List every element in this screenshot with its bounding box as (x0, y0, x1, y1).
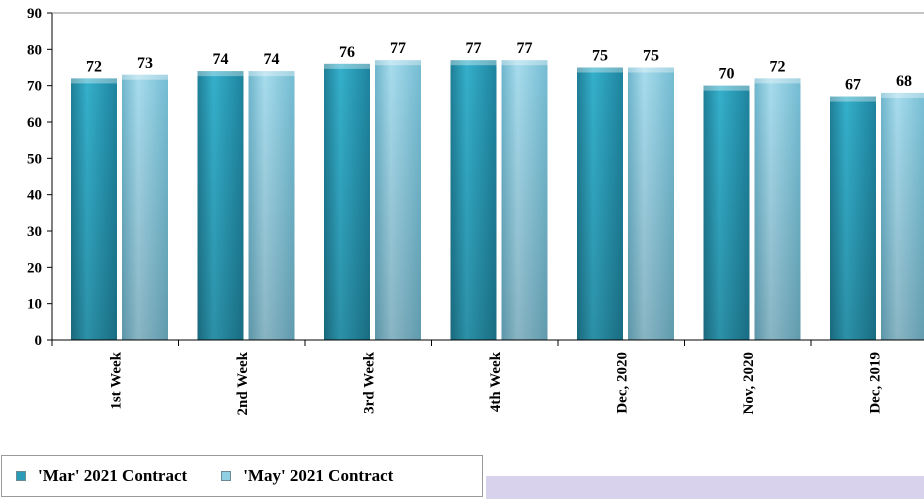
legend-label-may: 'May' 2021 Contract (243, 466, 394, 485)
bar-cap (375, 60, 421, 66)
data-label-may: 75 (643, 48, 659, 65)
bar-cap (703, 85, 750, 91)
bar-shade (830, 96, 876, 340)
data-label-mar: 74 (213, 51, 229, 68)
data-label-may: 77 (517, 40, 533, 57)
bar-shade (71, 78, 117, 341)
data-label-may: 74 (264, 51, 280, 68)
bar-cap (830, 96, 876, 102)
legend-swatch-mar (16, 471, 26, 481)
data-label-may: 72 (770, 58, 786, 75)
bar-cap (577, 67, 623, 73)
x-category-label: 4th Week (488, 351, 504, 412)
bar-shade (450, 60, 497, 340)
x-category-label: 2nd Week (235, 351, 251, 415)
data-label-mar: 76 (339, 44, 355, 61)
bar-cap (754, 78, 801, 84)
y-tick-label: 20 (27, 260, 42, 276)
y-tick-label: 30 (27, 224, 42, 240)
x-category-label: Dec, 2020 (614, 352, 630, 414)
legend-item-may: 'May' 2021 Contract (221, 466, 393, 486)
bar-cap (628, 67, 674, 73)
background-band (486, 476, 924, 499)
y-tick-label: 80 (27, 42, 42, 58)
bar-cap (450, 60, 497, 66)
x-category-label: Dec, 2019 (867, 352, 883, 414)
y-tick-label: 90 (27, 6, 42, 22)
y-tick-label: 50 (27, 151, 42, 167)
bar-cap (324, 63, 370, 69)
y-tick-label: 0 (35, 333, 43, 349)
x-axis: 1st Week 2nd Week 3rd Week 4th Week Dec, 202… (51, 339, 924, 416)
bar-shade (703, 85, 750, 341)
data-label-mar: 67 (845, 77, 861, 94)
bar-shade (881, 92, 924, 340)
data-label-mar: 75 (592, 48, 608, 65)
bar-shade (248, 71, 295, 340)
data-label-mar: 77 (466, 40, 482, 57)
bar-shade (324, 63, 370, 340)
bar-shade (375, 60, 421, 340)
bar-cap (501, 60, 548, 66)
y-tick-label: 70 (27, 79, 42, 95)
bar-cap (248, 71, 295, 77)
data-label-mar: 70 (719, 66, 735, 83)
bars: 72 73 74 74 76 77 77 77 75 75 70 72 67 68 (71, 40, 924, 341)
bar-shade (197, 71, 244, 340)
bar-shade (501, 60, 548, 340)
y-tick-label: 10 (27, 297, 42, 313)
bar-shade (754, 78, 801, 341)
legend-swatch-may (221, 471, 232, 481)
y-tick-label: 40 (27, 188, 42, 204)
bar-shade (577, 67, 623, 340)
legend-item-mar: 'Mar' 2021 Contract (16, 466, 187, 486)
legend-label-mar: 'Mar' 2021 Contract (38, 466, 188, 485)
bar-cap (71, 78, 117, 84)
bar-cap (881, 92, 924, 98)
y-axis: 0 10 20 30 40 50 60 70 80 90 (27, 6, 924, 349)
bar-shade (122, 74, 168, 341)
x-category-label: 3rd Week (361, 351, 377, 413)
x-category-label: Nov, 2020 (741, 352, 757, 415)
bar-cap (197, 71, 244, 77)
y-tick-label: 60 (27, 115, 42, 131)
data-label-may: 77 (390, 40, 406, 57)
legend: 'Mar' 2021 Contract 'May' 2021 Contract (1, 455, 483, 497)
data-label-may: 73 (137, 55, 153, 72)
bar-shade (628, 67, 674, 340)
data-label-may: 68 (896, 73, 912, 90)
data-label-mar: 72 (86, 58, 102, 75)
bar-cap (122, 74, 168, 80)
x-category-label: 1st Week (108, 351, 124, 409)
